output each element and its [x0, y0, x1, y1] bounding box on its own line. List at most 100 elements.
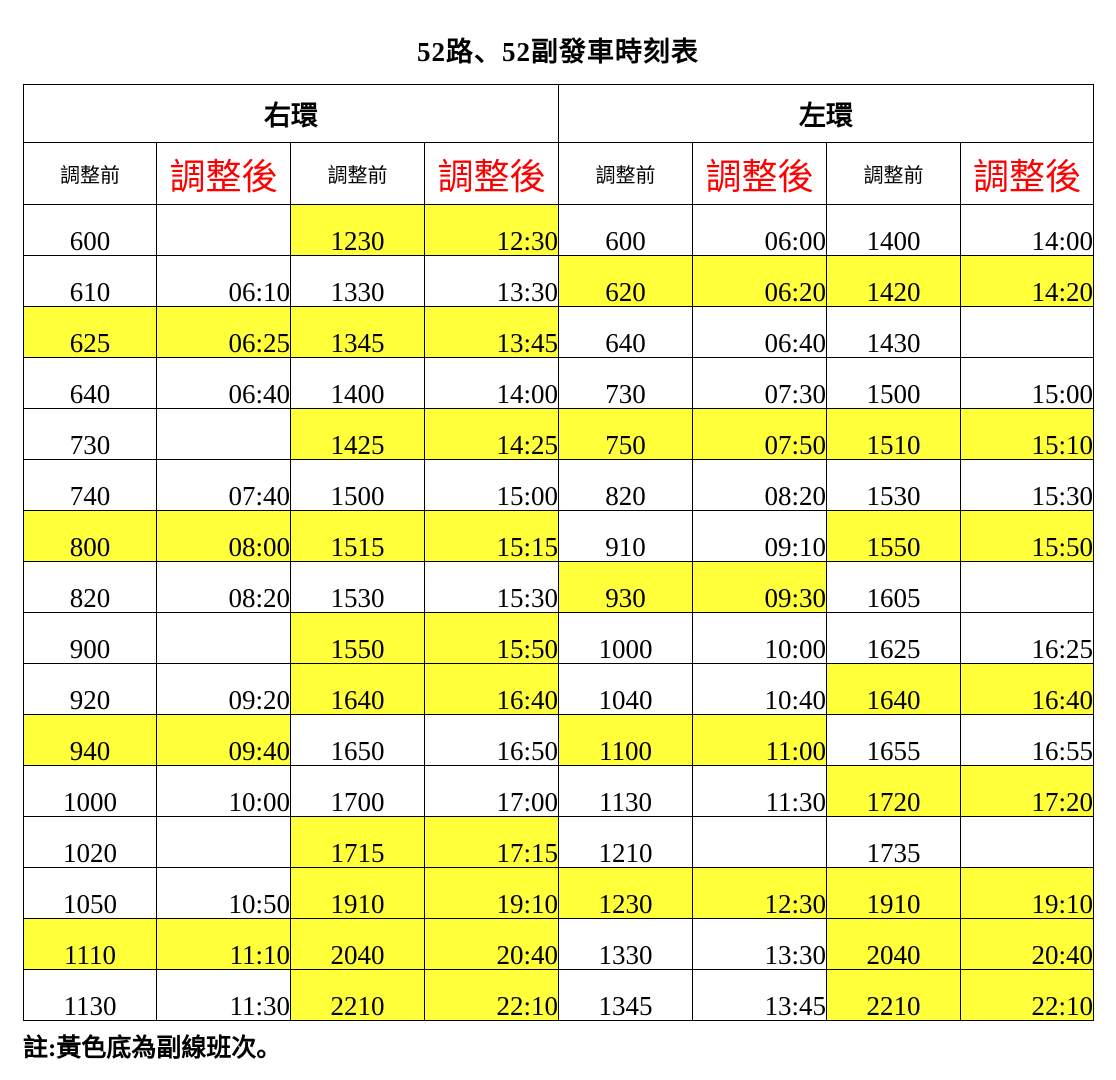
time-before-cell: 1330 [290, 255, 425, 307]
time-after-cell: 13:45 [424, 306, 559, 358]
time-before-cell: 1640 [290, 663, 425, 715]
header-after: 調整後 [692, 142, 827, 205]
time-before-cell: 800 [23, 510, 157, 562]
time-before-cell: 1510 [826, 408, 961, 460]
time-after-cell: 11:30 [156, 969, 291, 1021]
time-after-cell: 14:20 [960, 255, 1094, 307]
time-before-cell: 1655 [826, 714, 961, 766]
time-before-cell: 1650 [290, 714, 425, 766]
time-after-cell: 14:00 [424, 357, 559, 409]
time-before-cell: 1230 [290, 204, 425, 256]
time-after-cell: 16:25 [960, 612, 1094, 664]
table-row: 900 1550 15:50 1000 10:00 1625 16:25 [23, 612, 1094, 664]
table-row: 1020 1715 17:15 1210 1735 [23, 816, 1094, 868]
time-after-cell: 06:25 [156, 306, 291, 358]
time-before-cell: 1550 [290, 612, 425, 664]
time-before-cell: 740 [23, 459, 157, 511]
time-before-cell: 1420 [826, 255, 961, 307]
time-after-cell: 16:50 [424, 714, 559, 766]
time-before-cell: 1040 [558, 663, 693, 715]
time-before-cell: 730 [23, 408, 157, 460]
time-after-cell: 10:00 [156, 765, 291, 817]
time-before-cell: 600 [558, 204, 693, 256]
time-after-cell [960, 816, 1094, 868]
header-before: 調整前 [23, 142, 157, 205]
time-before-cell: 1515 [290, 510, 425, 562]
time-after-cell: 07:40 [156, 459, 291, 511]
time-after-cell: 13:30 [692, 918, 827, 970]
time-after-cell: 14:00 [960, 204, 1094, 256]
table-row: 740 07:40 1500 15:00 820 08:20 1530 15:30 [23, 459, 1094, 511]
left-loop-header: 左環 [558, 84, 1094, 143]
time-after-cell: 08:00 [156, 510, 291, 562]
time-before-cell: 1100 [558, 714, 693, 766]
header-after: 調整後 [960, 142, 1094, 205]
time-before-cell: 910 [558, 510, 693, 562]
time-after-cell: 09:20 [156, 663, 291, 715]
time-before-cell: 1400 [826, 204, 961, 256]
time-after-cell: 22:10 [960, 969, 1094, 1021]
time-before-cell: 1430 [826, 306, 961, 358]
time-before-cell: 1550 [826, 510, 961, 562]
time-after-cell [156, 204, 291, 256]
time-after-cell: 14:25 [424, 408, 559, 460]
time-before-cell: 1210 [558, 816, 693, 868]
time-before-cell: 1640 [826, 663, 961, 715]
time-before-cell: 820 [558, 459, 693, 511]
table-row: 1050 10:50 1910 19:10 1230 12:30 1910 19:10 [23, 867, 1094, 919]
time-after-cell: 06:20 [692, 255, 827, 307]
time-after-cell [692, 816, 827, 868]
time-after-cell: 06:40 [692, 306, 827, 358]
time-before-cell: 1720 [826, 765, 961, 817]
time-before-cell: 920 [23, 663, 157, 715]
time-after-cell: 15:30 [960, 459, 1094, 511]
table-row: 1130 11:30 2210 22:10 1345 13:45 2210 22:10 [23, 969, 1094, 1021]
time-after-cell: 06:00 [692, 204, 827, 256]
time-after-cell: 15:30 [424, 561, 559, 613]
table-row: 610 06:10 1330 13:30 620 06:20 1420 14:20 [23, 255, 1094, 307]
table-row: 1110 11:10 2040 20:40 1330 13:30 2040 20:40 [23, 918, 1094, 970]
time-after-cell: 20:40 [960, 918, 1094, 970]
time-after-cell: 11:30 [692, 765, 827, 817]
group-header-row: 右環 左環 [23, 84, 1094, 143]
header-after: 調整後 [156, 142, 291, 205]
time-before-cell: 1605 [826, 561, 961, 613]
time-before-cell: 1020 [23, 816, 157, 868]
time-after-cell: 13:30 [424, 255, 559, 307]
time-after-cell: 17:15 [424, 816, 559, 868]
time-before-cell: 620 [558, 255, 693, 307]
time-after-cell: 08:20 [156, 561, 291, 613]
time-before-cell: 1345 [558, 969, 693, 1021]
page-title: 52路、52副發車時刻表 [417, 37, 699, 67]
time-after-cell: 15:10 [960, 408, 1094, 460]
time-before-cell: 2040 [826, 918, 961, 970]
time-after-cell: 06:10 [156, 255, 291, 307]
header-after: 調整後 [424, 142, 559, 205]
time-before-cell: 1000 [23, 765, 157, 817]
timetable: 右環 左環 調整前 調整後 調整前 調整後 調整前 調整後 調整前 調整後 60… [23, 84, 1094, 1021]
time-after-cell: 07:50 [692, 408, 827, 460]
footnote: 註:黃色底為副線班次。 [23, 1035, 282, 1062]
time-after-cell: 10:00 [692, 612, 827, 664]
time-after-cell: 15:00 [424, 459, 559, 511]
table-row: 600 1230 12:30 600 06:00 1400 14:00 [23, 204, 1094, 256]
time-after-cell [960, 306, 1094, 358]
time-before-cell: 900 [23, 612, 157, 664]
timetable-body: 600 1230 12:30 600 06:00 1400 14:00 610 06:10 133… [23, 204, 1094, 1021]
time-before-cell: 610 [23, 255, 157, 307]
time-before-cell: 1130 [23, 969, 157, 1021]
time-before-cell: 600 [23, 204, 157, 256]
time-before-cell: 1130 [558, 765, 693, 817]
time-after-cell: 10:50 [156, 867, 291, 919]
table-row: 625 06:25 1345 13:45 640 06:40 1430 [23, 306, 1094, 358]
time-before-cell: 1000 [558, 612, 693, 664]
column-header-row: 調整前 調整後 調整前 調整後 調整前 調整後 調整前 調整後 [23, 142, 1094, 205]
time-before-cell: 2210 [826, 969, 961, 1021]
time-after-cell: 12:30 [424, 204, 559, 256]
table-row: 1000 10:00 1700 17:00 1130 11:30 1720 17:20 [23, 765, 1094, 817]
time-after-cell: 11:00 [692, 714, 827, 766]
time-before-cell: 1110 [23, 918, 157, 970]
time-after-cell: 09:40 [156, 714, 291, 766]
table-row: 800 08:00 1515 15:15 910 09:10 1550 15:50 [23, 510, 1094, 562]
time-after-cell [156, 612, 291, 664]
